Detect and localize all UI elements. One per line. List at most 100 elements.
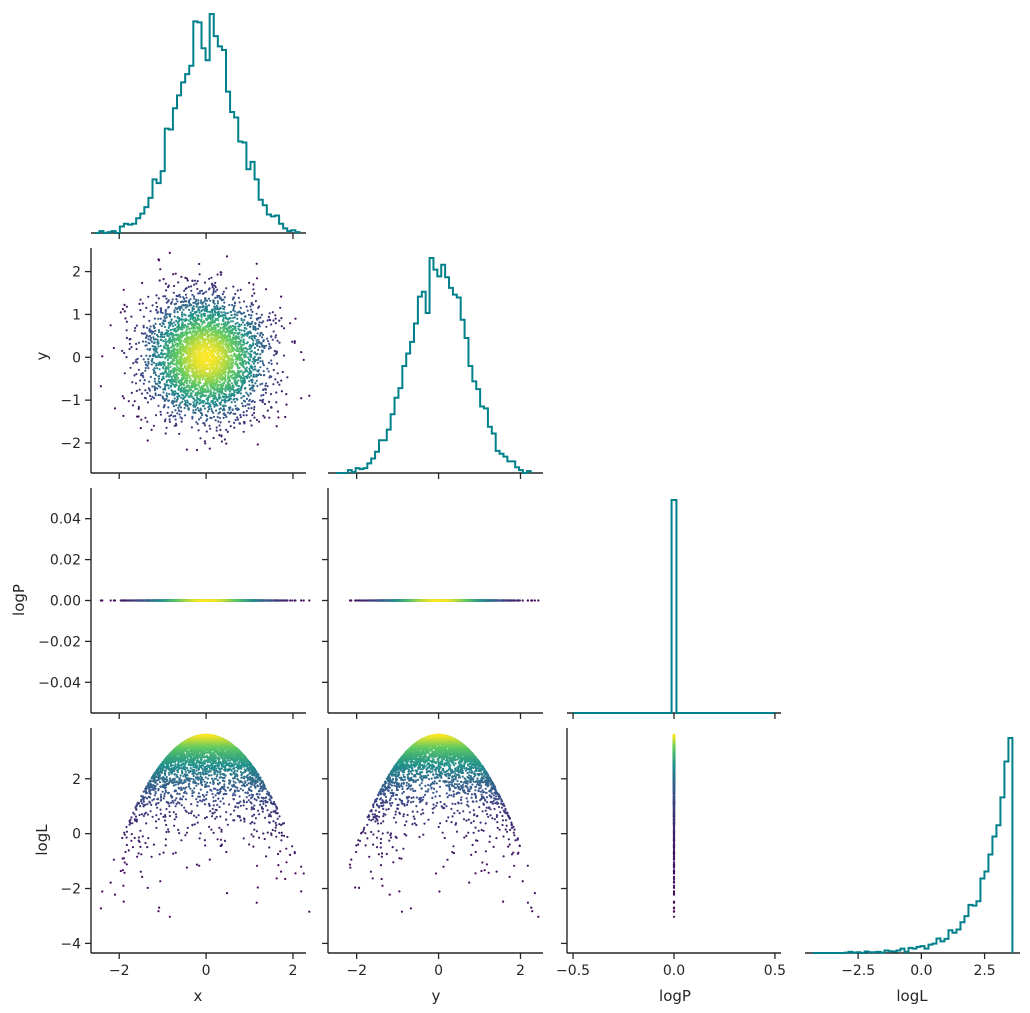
scatter-point	[164, 361, 166, 363]
scatter-point	[215, 419, 217, 421]
scatter-point	[196, 304, 198, 306]
scatter-point	[193, 295, 195, 297]
scatter-point	[270, 359, 272, 361]
scatter-point	[201, 354, 203, 356]
scatter-point	[148, 388, 150, 390]
scatter-point	[238, 297, 240, 299]
scatter-point	[261, 360, 263, 362]
scatter-point	[265, 382, 267, 384]
scatter-point	[169, 337, 171, 339]
scatter-point	[181, 311, 183, 313]
scatter-point	[150, 376, 152, 378]
scatter-point	[191, 294, 193, 296]
scatter-point	[225, 384, 227, 386]
scatter-point	[193, 403, 195, 405]
scatter-point	[253, 363, 255, 365]
scatter-point	[251, 335, 253, 337]
scatter-point	[146, 421, 148, 423]
scatter-point	[165, 432, 167, 434]
scatter-point	[181, 328, 183, 330]
scatter-point	[270, 323, 272, 325]
hist-x-line	[95, 14, 299, 233]
scatter-point	[246, 306, 248, 308]
scatter-point	[207, 322, 209, 324]
scatter-point	[138, 303, 140, 305]
scatter-point	[208, 298, 210, 300]
scatter-point	[188, 309, 190, 311]
scatter-point	[148, 320, 150, 322]
scatter-point	[205, 357, 207, 359]
scatter-point	[268, 376, 270, 378]
scatter-point	[291, 341, 293, 343]
scatter-point	[182, 332, 184, 334]
scatter-point	[162, 366, 164, 368]
scatter-point	[250, 314, 252, 316]
scatter-point	[195, 404, 197, 406]
scatter-point	[170, 389, 172, 391]
scatter-point	[216, 296, 218, 298]
scatter-point	[236, 332, 238, 334]
scatter-point	[233, 334, 235, 336]
scatter-point	[210, 408, 212, 410]
scatter-point	[210, 277, 212, 279]
scatter-point	[268, 417, 270, 419]
scatter-point	[185, 297, 187, 299]
scatter-point	[114, 407, 116, 409]
scatter-point	[202, 422, 204, 424]
scatter-point	[208, 366, 210, 368]
scatter-point	[205, 291, 207, 293]
scatter-point	[241, 319, 243, 321]
scatter-point	[165, 298, 167, 300]
scatter-point	[258, 357, 260, 359]
scatter-point	[208, 304, 210, 306]
scatter-point	[255, 300, 257, 302]
scatter-point	[168, 327, 170, 329]
scatter-point	[160, 373, 162, 375]
scatter-point	[133, 374, 135, 376]
scatter-point	[252, 283, 254, 285]
scatter-point	[268, 362, 270, 364]
scatter-point	[216, 308, 218, 310]
scatter-point	[146, 336, 148, 338]
scatter-point	[253, 417, 255, 419]
scatter-point	[273, 599, 275, 601]
scatter-point	[177, 356, 179, 358]
scatter-point	[198, 418, 200, 420]
scatter-point	[165, 427, 167, 429]
scatter-point	[186, 404, 188, 406]
scatter-point	[187, 279, 189, 281]
scatter-point	[173, 392, 175, 394]
scatter-point	[155, 414, 157, 416]
scatter-point	[184, 320, 186, 322]
scatter-point	[220, 271, 222, 273]
scatter-point	[183, 334, 185, 336]
scatter-point	[158, 331, 160, 333]
scatter-point	[256, 263, 258, 265]
scatter-point	[249, 355, 251, 357]
scatter-point	[259, 346, 261, 348]
scatter-point	[147, 348, 149, 350]
scatter-point	[235, 419, 237, 421]
scatter-point	[230, 354, 232, 356]
scatter-point	[263, 370, 265, 372]
scatter-point	[200, 306, 202, 308]
scatter-point	[155, 302, 157, 304]
scatter-point	[238, 323, 240, 325]
scatter-point	[167, 335, 169, 337]
scatter-point	[256, 385, 258, 387]
scatter-point	[223, 407, 225, 409]
scatter-point	[211, 410, 213, 412]
y-left-tick-label: 0	[72, 350, 81, 366]
scatter-point	[141, 393, 143, 395]
scatter-point	[192, 380, 194, 382]
scatter-point	[303, 599, 305, 601]
scatter-point	[175, 404, 177, 406]
scatter-point	[222, 293, 224, 295]
scatter-point	[144, 361, 146, 363]
scatter-point	[162, 396, 164, 398]
scatter-point	[280, 296, 282, 298]
scatter-point	[285, 404, 287, 406]
scatter-point	[242, 374, 244, 376]
scatter-point	[173, 360, 175, 362]
scatter-point	[251, 424, 253, 426]
